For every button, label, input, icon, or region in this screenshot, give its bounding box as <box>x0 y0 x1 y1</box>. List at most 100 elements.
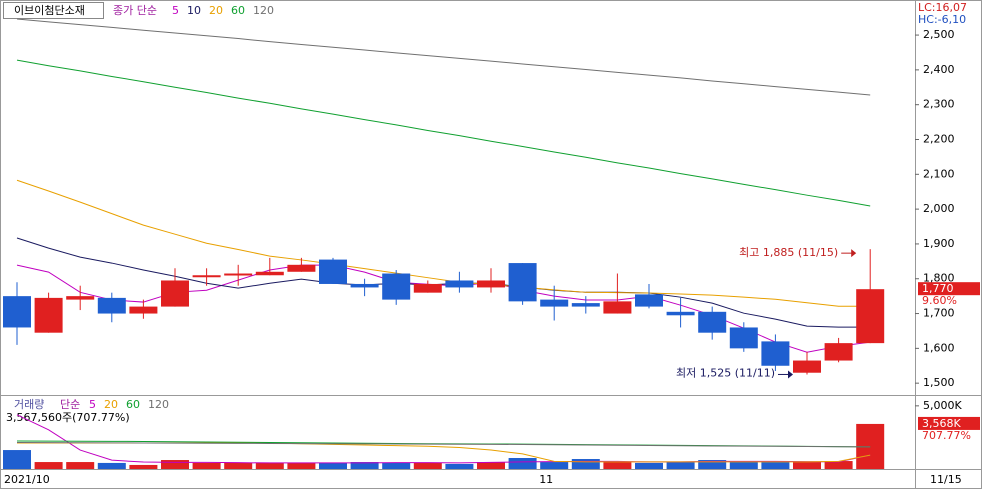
last-date: 11/15 <box>930 473 962 486</box>
ma-line <box>16 237 871 328</box>
legend-entry: 20 <box>209 4 223 17</box>
y-tick-label: 2,400 <box>923 63 955 76</box>
candle-body <box>824 343 853 361</box>
candle-body <box>445 280 474 288</box>
legend-entry: 120 <box>253 4 274 17</box>
volume-bar <box>477 462 505 469</box>
y-tick-label: 2,000 <box>923 202 955 215</box>
candle-body <box>34 297 63 333</box>
candle-body <box>698 311 727 333</box>
volume-bar <box>603 462 632 469</box>
candle-body <box>761 341 790 366</box>
legend-entry: 60 <box>126 398 140 411</box>
candle-body <box>856 289 885 344</box>
volume-bar <box>161 460 189 469</box>
ma-line <box>16 414 871 464</box>
legend-entry: 20 <box>104 398 118 411</box>
y-tick-label: 1,700 <box>923 307 955 320</box>
candle-body <box>793 360 821 373</box>
y-tick-label: 2,200 <box>923 132 955 145</box>
candle-body <box>287 264 316 272</box>
legend-entry: 60 <box>231 4 245 17</box>
y-tick-label: 5,000K <box>923 399 962 412</box>
candle-body <box>729 327 758 349</box>
volume-bar <box>698 460 727 469</box>
candle-body <box>129 306 158 314</box>
candle-body <box>97 297 126 314</box>
volume-bar <box>287 462 316 469</box>
legend-label: 종가 단순 <box>113 4 157 17</box>
last-value-box <box>918 282 980 296</box>
ma-line <box>16 441 871 448</box>
volume-bar <box>34 462 63 469</box>
volume-bar <box>540 462 569 469</box>
x-tick-label: 2021/10 <box>4 473 50 486</box>
volume-bar <box>192 462 221 469</box>
ma-line <box>16 18 871 96</box>
volume-bar <box>571 459 600 469</box>
ma-line <box>16 59 871 207</box>
volume-bar <box>3 450 31 469</box>
candle-body <box>255 271 284 276</box>
volume-bar <box>97 462 126 469</box>
volume-bar <box>635 462 663 469</box>
top-right-label: LC:16,07 <box>918 1 967 14</box>
volume-bar <box>666 462 695 469</box>
candle-body <box>603 301 632 314</box>
legend-entry: 5 <box>172 4 179 17</box>
volume-bar <box>129 464 158 469</box>
volume-legend-label: 단순 <box>60 398 80 411</box>
change-label: 707.77% <box>922 429 971 442</box>
candle-body <box>66 296 95 300</box>
volume-bar <box>729 461 758 469</box>
volume-bar <box>382 462 411 469</box>
y-tick-label: 1,900 <box>923 237 955 250</box>
volume-bar <box>350 462 379 469</box>
last-value-box <box>918 416 980 430</box>
candle-body <box>192 275 221 278</box>
candle-body <box>540 299 569 307</box>
candle-body <box>413 283 442 293</box>
volume-bar <box>413 462 442 469</box>
legend-entry: 5 <box>89 398 96 411</box>
annotation: 최저 1,525 (11/11) <box>676 366 775 379</box>
change-label: 9.60% <box>922 294 957 307</box>
volume-bar <box>824 461 853 469</box>
candle-body <box>382 273 411 300</box>
candle-body <box>477 280 505 288</box>
volume-bar <box>319 462 347 469</box>
y-tick-label: 2,300 <box>923 98 955 111</box>
title-box <box>3 2 104 19</box>
legend-entry: 10 <box>187 4 201 17</box>
volume-bar <box>445 463 474 469</box>
y-tick-label: 2,500 <box>923 28 955 41</box>
annotation: 최고 1,885 (11/15) <box>739 246 838 259</box>
volume-bar <box>761 462 790 469</box>
candle-body <box>319 259 347 284</box>
legend-entry: 120 <box>148 398 169 411</box>
arrow-head <box>788 370 793 379</box>
arrow-head <box>851 249 857 258</box>
candle-body <box>508 263 537 302</box>
volume-bar <box>793 462 821 469</box>
chart-title: 이브이첨단소재 <box>14 4 85 17</box>
ma-line <box>16 264 871 353</box>
last-value-label: 3,568K <box>922 417 961 430</box>
volume-info: 3,567,560주(707.77%) <box>6 411 130 424</box>
volume-bar <box>66 462 95 469</box>
candle-body <box>635 294 663 307</box>
last-value-label: 1,770 <box>922 282 954 295</box>
volume-bar <box>508 458 537 469</box>
volume-bar <box>255 462 284 469</box>
candle-body <box>350 283 379 288</box>
candle-body <box>3 296 31 328</box>
candle-body <box>224 273 253 276</box>
y-tick-label: 1,800 <box>923 272 955 285</box>
x-tick-label: 11 <box>539 473 553 486</box>
top-right-label: HC:-6,10 <box>918 13 966 26</box>
ma-line <box>16 179 871 307</box>
y-tick-label: 1,500 <box>923 376 955 389</box>
candle-body <box>161 280 189 307</box>
